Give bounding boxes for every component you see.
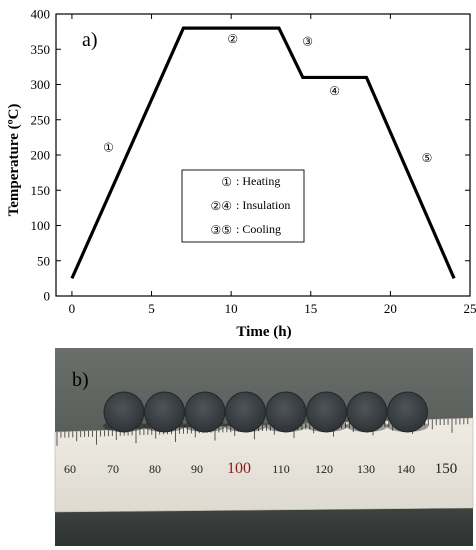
stage-label: ① bbox=[103, 140, 114, 154]
temperature-line bbox=[70, 26, 456, 280]
x-tick-label: 0 bbox=[69, 301, 76, 316]
ruler-number: 60 bbox=[64, 462, 76, 476]
y-tick-label: 350 bbox=[31, 42, 51, 57]
stage-label: ④ bbox=[329, 84, 340, 98]
legend-marker: ① bbox=[221, 175, 232, 189]
y-tick-label: 400 bbox=[31, 7, 51, 22]
ruler-number: 120 bbox=[315, 462, 333, 476]
x-tick-label: 20 bbox=[384, 301, 397, 316]
legend-entry-text: : Cooling bbox=[236, 222, 281, 236]
legend: ① : Heating ②④ : Insulation ③⑤ : Cooling bbox=[181, 169, 305, 243]
legend-entry-text: : Insulation bbox=[236, 198, 290, 212]
pellet bbox=[184, 391, 226, 433]
pellet bbox=[144, 391, 185, 433]
y-tick-label: 200 bbox=[31, 148, 51, 163]
legend-marker: ③⑤ bbox=[210, 223, 232, 237]
legend-marker: ②④ bbox=[210, 199, 232, 213]
stage-label: ③ bbox=[302, 35, 313, 49]
pellet bbox=[346, 391, 388, 433]
series-layer bbox=[70, 26, 456, 280]
panel-label-a: a) bbox=[82, 29, 98, 51]
pellet-photo: 60 70 80 90 100 110 120 130 140 150 b) bbox=[54, 348, 474, 546]
plot-frame bbox=[55, 13, 471, 297]
x-axis-label: Time (h) bbox=[236, 324, 291, 340]
ruler-number: 150 bbox=[435, 461, 458, 477]
y-tick-label: 100 bbox=[31, 218, 51, 233]
stage-label: ⑤ bbox=[422, 151, 433, 165]
y-tick-label: 50 bbox=[37, 253, 50, 268]
pellets bbox=[103, 391, 429, 433]
ruler-number: 130 bbox=[357, 462, 375, 476]
y-tick-label: 250 bbox=[31, 112, 51, 127]
x-tick-label: 10 bbox=[225, 301, 238, 316]
x-tick-label: 5 bbox=[148, 301, 155, 316]
x-tick-label: 25 bbox=[464, 301, 476, 316]
ruler-number: 100 bbox=[227, 460, 251, 477]
y-tick-label: 0 bbox=[44, 289, 51, 304]
ruler-number: 90 bbox=[191, 462, 203, 476]
ruler-number: 110 bbox=[272, 462, 290, 476]
ruler-number: 80 bbox=[149, 462, 161, 476]
ruler-number: 140 bbox=[397, 462, 415, 476]
ruler-number: 70 bbox=[107, 462, 119, 476]
pellet bbox=[306, 391, 347, 433]
stage-annotations: ① ② ③ ④ ⑤ bbox=[103, 32, 432, 165]
x-tick-label: 15 bbox=[304, 301, 317, 316]
y-axis-label: Temperature (ºC) bbox=[6, 104, 22, 217]
pellet bbox=[387, 391, 428, 433]
y-tick-label: 150 bbox=[31, 183, 51, 198]
pellet bbox=[103, 391, 145, 433]
legend-box bbox=[181, 169, 305, 243]
pellet bbox=[225, 391, 266, 433]
y-tick-label: 300 bbox=[31, 77, 51, 92]
ruler-numbers: 60 70 80 90 100 110 120 130 140 150 bbox=[64, 460, 457, 477]
panel-label-b: b) bbox=[72, 369, 89, 391]
stage-label: ② bbox=[227, 32, 238, 46]
legend-entries: ① : Heating ②④ : Insulation ③⑤ : Cooling bbox=[210, 174, 290, 237]
pellet bbox=[265, 391, 307, 433]
legend-entry-text: : Heating bbox=[236, 174, 280, 188]
